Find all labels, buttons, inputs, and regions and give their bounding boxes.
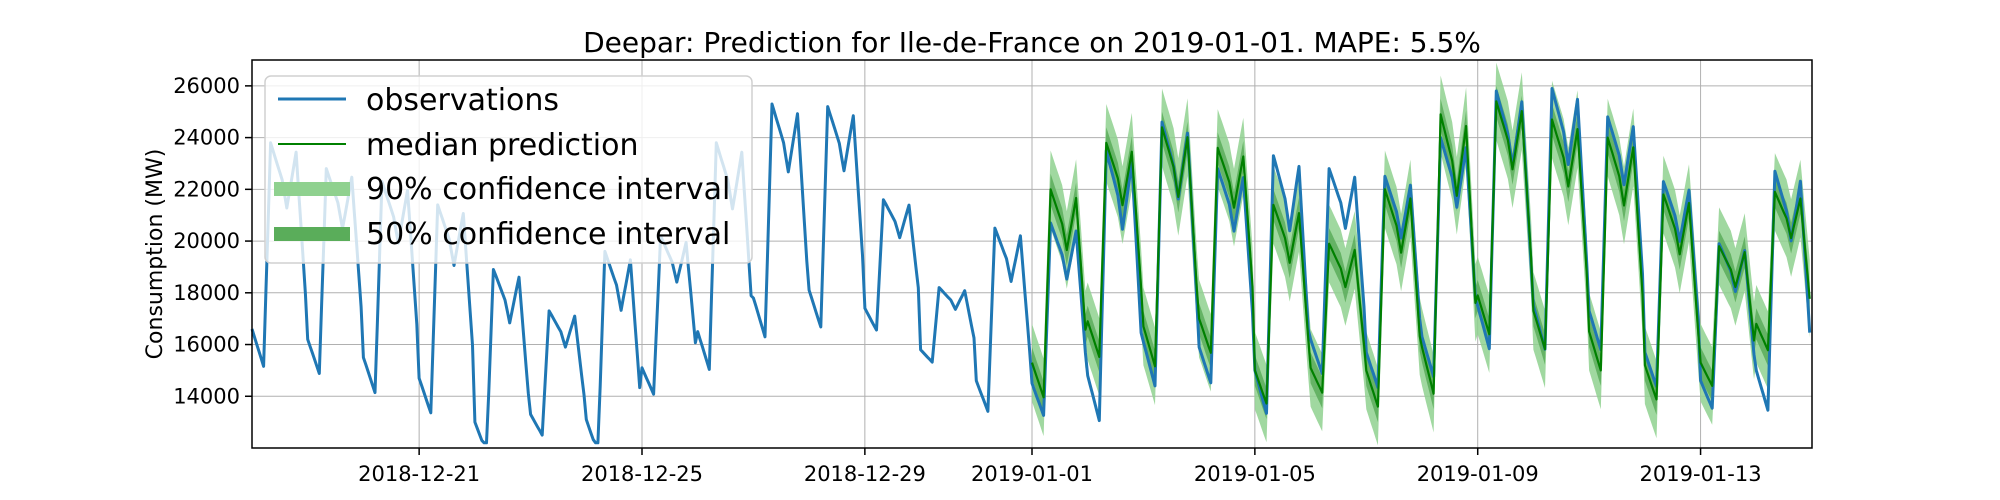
series [250, 87, 1812, 445]
legend-label-50ci: 50% confidence interval [366, 217, 730, 252]
y-axis-label: Consumption (MW) [143, 149, 168, 360]
y-ticks: 14000 16000 18000 20000 22000 24000 26000 [173, 74, 252, 408]
y-tick-label: 16000 [173, 333, 240, 357]
x-tick-label: 2018-12-25 [581, 462, 703, 486]
x-ticks: 2018-12-21 2018-12-25 2018-12-29 2019-01-01… [358, 448, 1762, 486]
x-tick-label: 2019-01-13 [1640, 462, 1762, 486]
legend-swatch-90ci [274, 182, 350, 196]
x-tick-label: 2019-01-01 [971, 462, 1093, 486]
y-tick-label: 14000 [173, 384, 240, 408]
x-tick-label: 2018-12-29 [804, 462, 926, 486]
legend-label-observations: observations [366, 83, 559, 118]
series-line-median-prediction [1030, 100, 1811, 408]
chart-title: Deepar: Prediction for Ile-de-France on … [583, 26, 1481, 59]
y-tick-label: 26000 [173, 74, 240, 98]
x-tick-label: 2018-12-21 [358, 462, 480, 486]
legend-frame [264, 75, 753, 264]
y-tick-label: 20000 [173, 229, 240, 253]
y-tick-label: 22000 [173, 177, 240, 201]
confidence-band-50 [1032, 85, 1810, 423]
y-tick-label: 18000 [173, 281, 240, 305]
legend-label-90ci: 90% confidence interval [366, 172, 730, 207]
legend-label-median: median prediction [366, 128, 639, 163]
x-tick-label: 2019-01-09 [1417, 462, 1539, 486]
y-tick-label: 24000 [173, 126, 240, 150]
x-tick-label: 2019-01-05 [1194, 462, 1316, 486]
confidence-bands [1032, 62, 1810, 446]
legend: observations median prediction 90% confi… [264, 75, 753, 264]
legend-swatch-50ci [274, 227, 350, 241]
